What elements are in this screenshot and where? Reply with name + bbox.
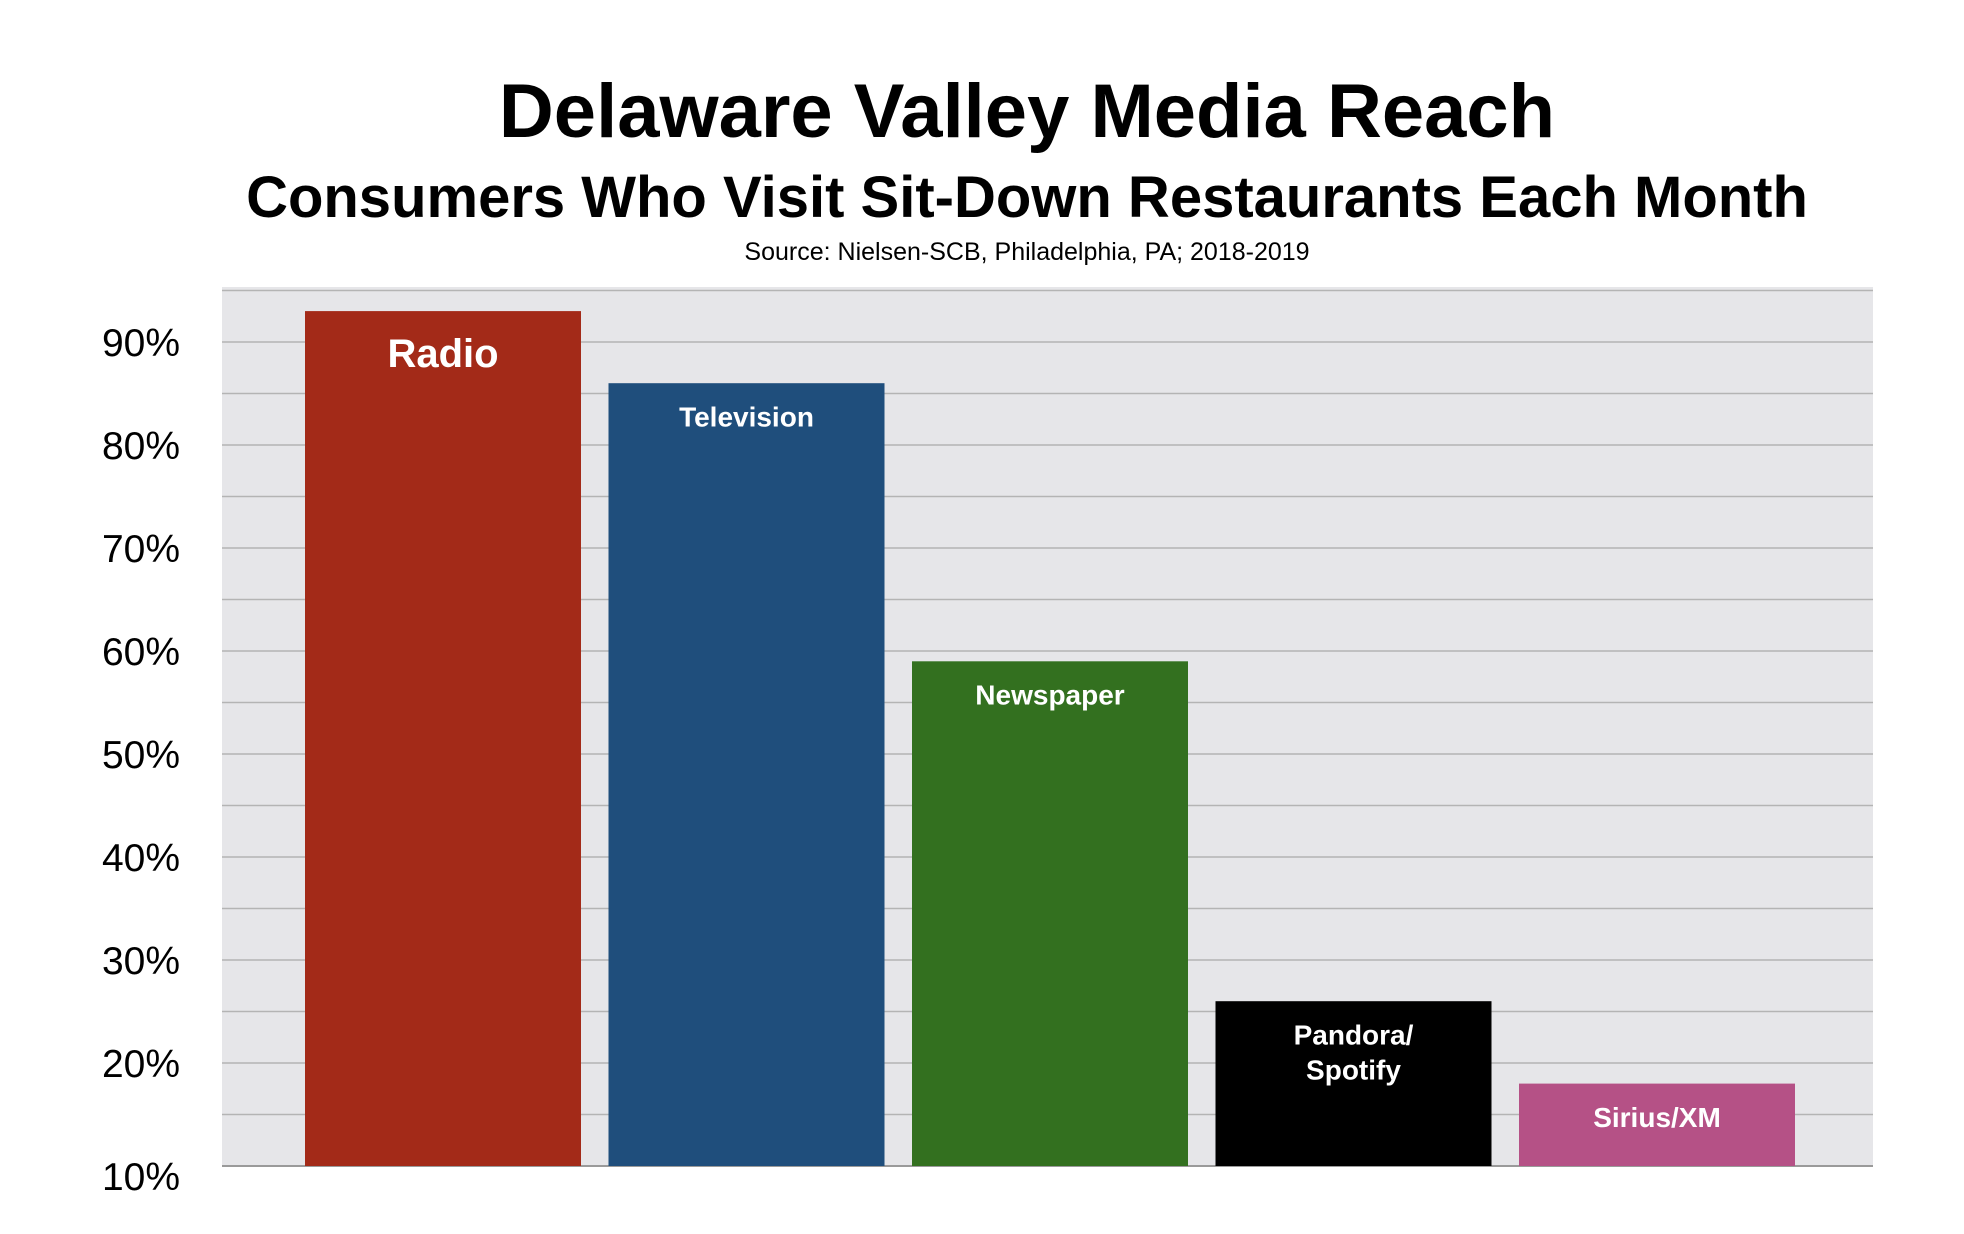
chart-title: Delaware Valley Media Reach	[498, 69, 1556, 154]
y-tick-label: 20%	[102, 1043, 180, 1086]
chart-source: Source: Nielsen-SCB, Philadelphia, PA; 2…	[744, 238, 1310, 266]
y-axis-ticks: 10% 20% 30% 40% 50% 60% 70% 80% 90%	[102, 322, 180, 1199]
bar-labels: Radio Television Newspaper Pandora/Spotify S…	[387, 332, 1720, 1133]
bar-television	[608, 383, 885, 1166]
y-tick-label: 30%	[102, 940, 180, 983]
bar-label: Television	[679, 402, 814, 433]
bar-pandora-spotify	[1215, 1001, 1492, 1166]
bar-label: Radio	[387, 332, 498, 376]
bar-newspaper	[912, 661, 1188, 1166]
y-tick-label: 80%	[102, 425, 180, 468]
bar-label: Sirius/XM	[1593, 1102, 1721, 1133]
bars	[305, 311, 1795, 1167]
chart-subtitle: Consumers Who Visit Sit-Down Restaurants…	[246, 165, 1808, 230]
y-tick-label: 40%	[102, 837, 180, 880]
y-tick-label: 60%	[102, 631, 180, 674]
y-tick-label: 50%	[102, 734, 180, 777]
y-tick-label: 90%	[102, 322, 180, 365]
bar-label: Newspaper	[975, 680, 1124, 711]
bar-label: Pandora/Spotify	[1294, 1020, 1414, 1086]
y-tick-label: 10%	[102, 1156, 180, 1199]
bar-sirius-xm	[1519, 1083, 1795, 1166]
y-tick-label: 70%	[102, 528, 180, 571]
bar-radio	[305, 311, 581, 1167]
